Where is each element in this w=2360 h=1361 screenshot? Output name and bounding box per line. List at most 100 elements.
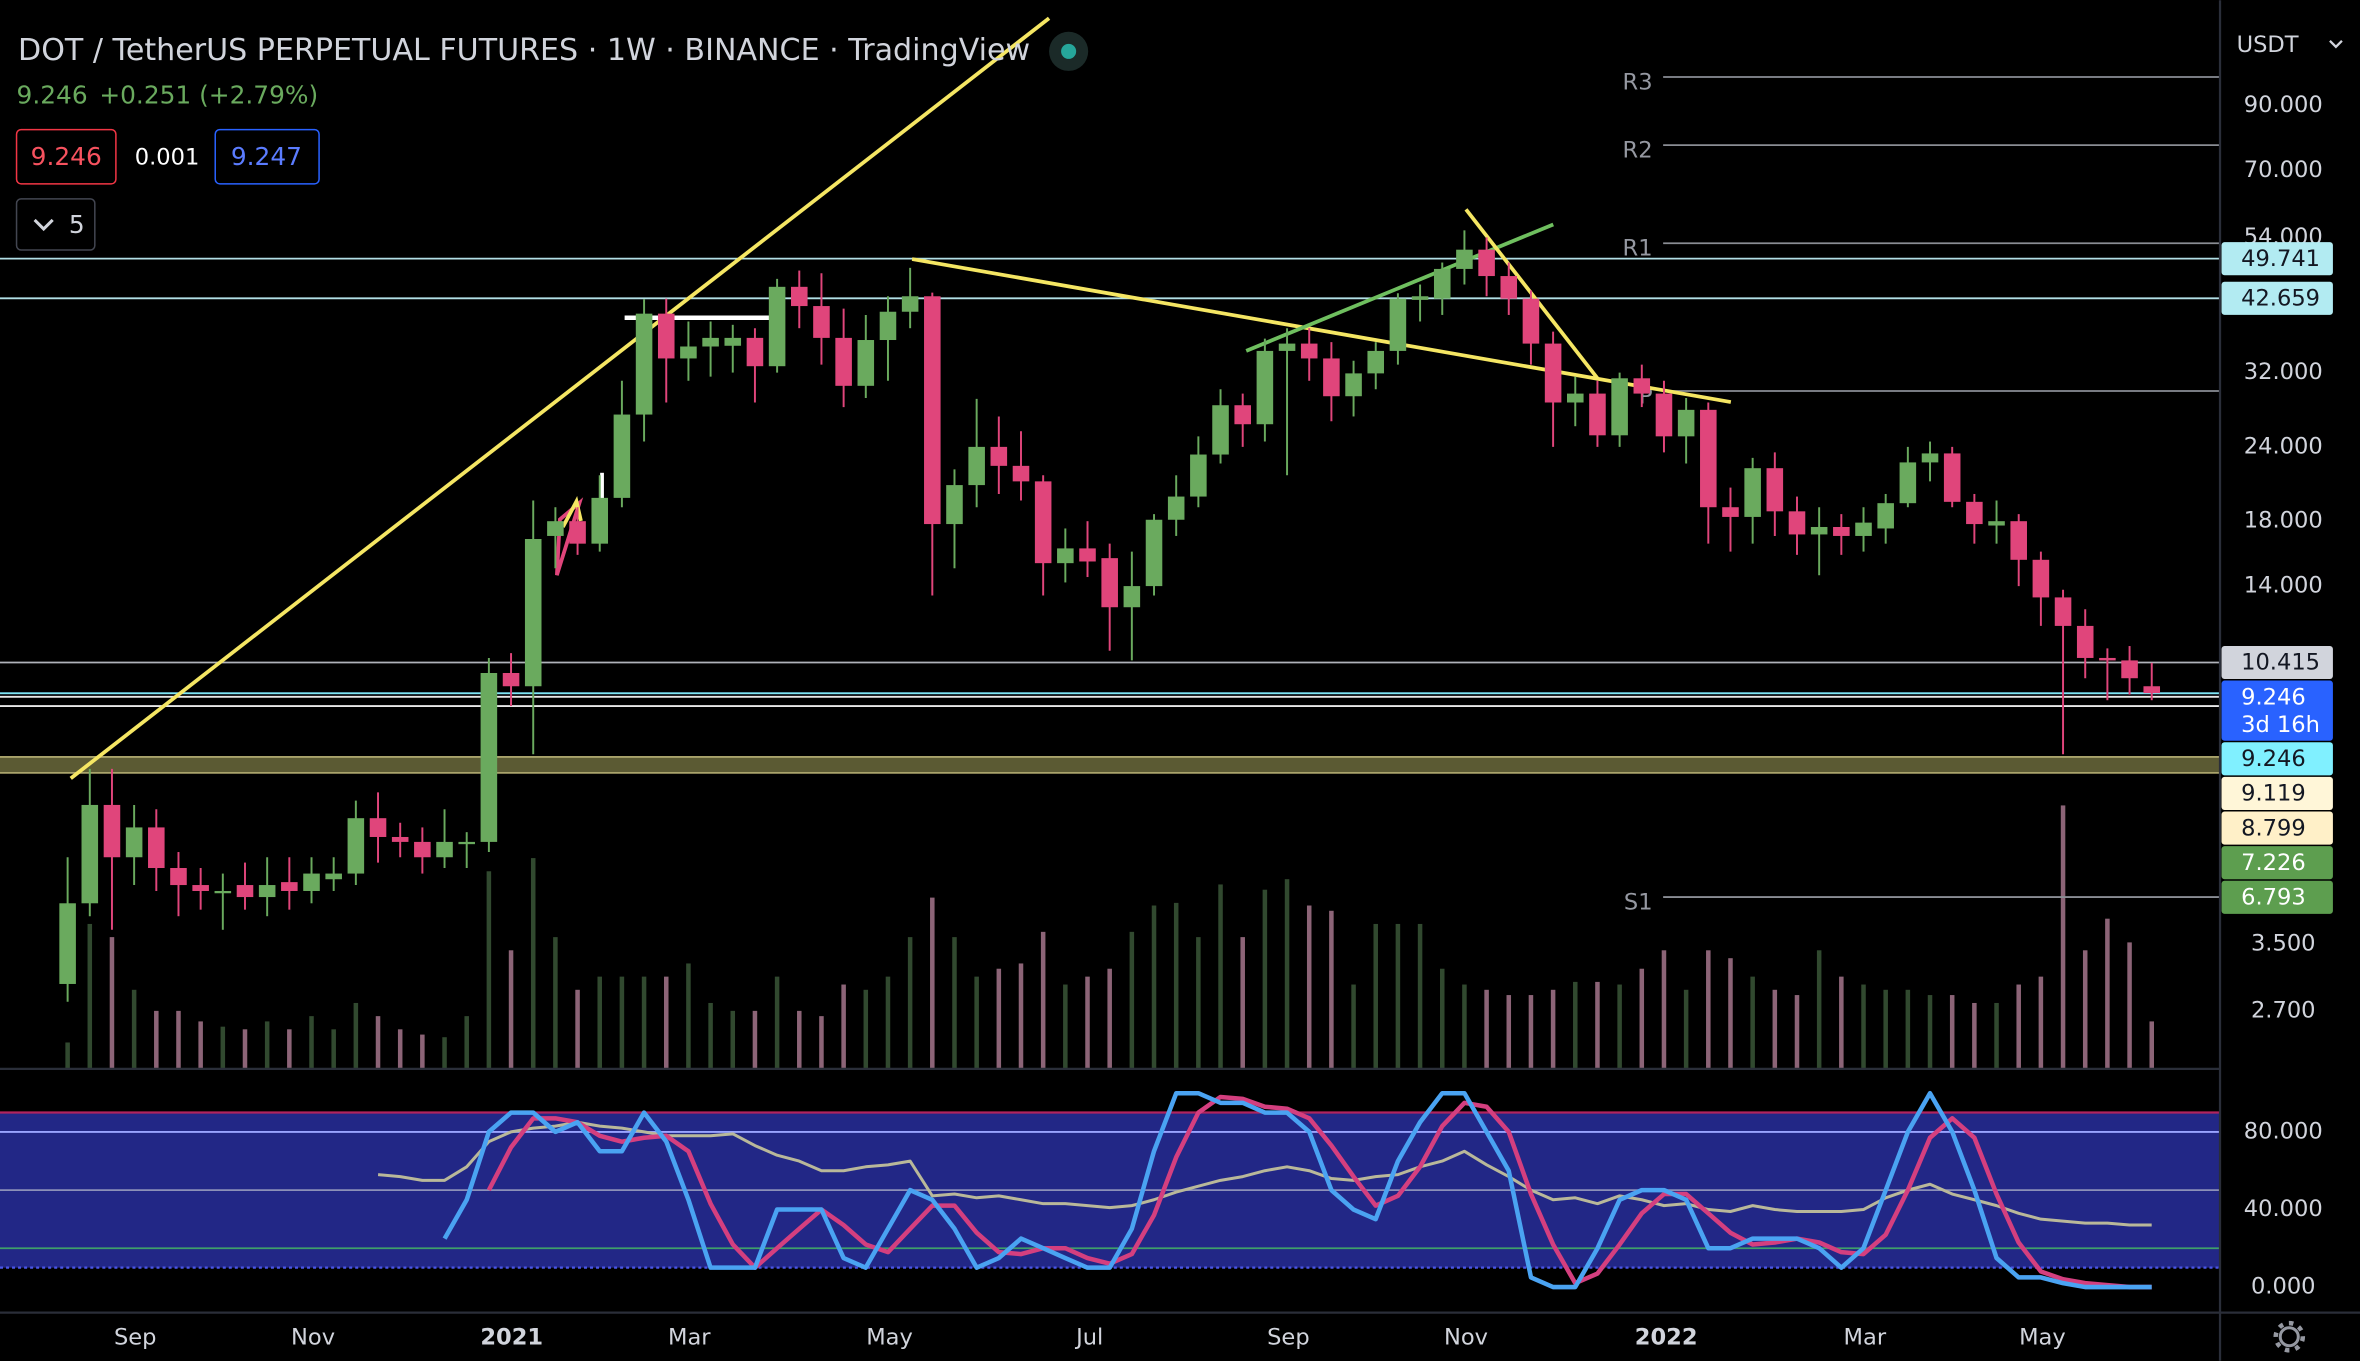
- volume-bar: [486, 871, 492, 1069]
- candle-body: [281, 882, 298, 891]
- x-tick-label: Jul: [1074, 1325, 1103, 1351]
- bid-price[interactable]: 9.246: [31, 142, 102, 171]
- volume-bar: [1351, 984, 1356, 1069]
- volume-bar: [1417, 923, 1423, 1069]
- drawings: [69, 16, 1732, 780]
- volume-bar: [1794, 995, 1800, 1069]
- volume-bar: [1262, 889, 1268, 1069]
- buy-button[interactable]: [214, 128, 320, 185]
- y-tick-label: 2.700: [2251, 998, 2316, 1024]
- volume-bar: [1972, 1002, 1977, 1069]
- volume-bar: [1949, 995, 1955, 1069]
- candle-body: [1810, 526, 1828, 535]
- x-tick-label: Mar: [668, 1325, 711, 1351]
- volume-bar: [1284, 879, 1290, 1069]
- volume-bar: [1639, 968, 1645, 1069]
- support-zone: [0, 756, 2221, 773]
- y-tick-label: 0.000: [2251, 1274, 2316, 1300]
- candle-body: [1943, 453, 1961, 502]
- y-tick-label: 70.000: [2244, 157, 2323, 183]
- candle-body: [1633, 378, 1651, 394]
- candle-body: [148, 827, 165, 869]
- volume-bar: [397, 1029, 403, 1069]
- volume-bar: [1218, 884, 1223, 1069]
- price-label: 8.799: [2241, 815, 2306, 841]
- candle-body: [2121, 660, 2138, 679]
- candle-body: [369, 818, 387, 837]
- candle-body: [1744, 468, 1761, 517]
- candle-body: [1722, 507, 1739, 517]
- candle-body: [1522, 298, 1540, 344]
- currency[interactable]: USDT: [2237, 32, 2299, 58]
- volume-bar: [1129, 931, 1135, 1069]
- volume-bar: [1839, 976, 1844, 1069]
- candle-body: [1833, 526, 1850, 536]
- volume-bar: [1772, 989, 1778, 1069]
- candle-body: [303, 873, 320, 891]
- settings-icon[interactable]: [2273, 1320, 2306, 1353]
- candle-body: [1367, 350, 1385, 374]
- volume-bar: [819, 1016, 824, 1069]
- volume-bar: [1573, 981, 1578, 1069]
- candle-body: [635, 313, 653, 415]
- candle-body: [1323, 358, 1340, 397]
- price-label: 9.246: [2241, 684, 2306, 710]
- volume-bar: [730, 1010, 736, 1069]
- ask-price[interactable]: 9.247: [231, 142, 302, 171]
- price-label-box: [2221, 680, 2333, 741]
- candle-body: [724, 337, 742, 346]
- volume-bar: [464, 1016, 469, 1069]
- candle-body: [2099, 657, 2116, 661]
- volume-bar: [2038, 976, 2044, 1069]
- volume-bar: [65, 1042, 70, 1069]
- volume-bar: [1240, 937, 1245, 1069]
- indicator-count[interactable]: 5: [69, 210, 85, 239]
- volume-bar: [952, 937, 957, 1069]
- candle-body: [768, 286, 786, 367]
- candle-body: [1544, 343, 1562, 403]
- volume-bar: [420, 1034, 425, 1069]
- sell-button[interactable]: [15, 128, 117, 185]
- candle-body: [436, 841, 453, 858]
- indicator-toggle[interactable]: [15, 198, 96, 251]
- candle-body: [125, 827, 143, 858]
- candle-body: [813, 306, 830, 338]
- volume-bar: [2149, 1021, 2154, 1069]
- volume-bar: [2127, 942, 2132, 1069]
- candle-body: [569, 521, 586, 544]
- candle-body: [1877, 503, 1894, 529]
- candle-body: [547, 521, 564, 536]
- candle-body: [1389, 298, 1407, 351]
- candle-body: [1677, 409, 1695, 437]
- volume-bar: [1550, 989, 1556, 1069]
- candle-body: [1034, 481, 1052, 564]
- price-label: 10.415: [2241, 650, 2320, 676]
- volume-bar: [1927, 995, 1933, 1069]
- candle-body: [1145, 519, 1163, 587]
- price-label: 42.659: [2241, 286, 2320, 312]
- indicator-line: [486, 1094, 2152, 1290]
- price-label-box: [2221, 645, 2333, 680]
- status-dot: [1061, 43, 1077, 59]
- candle-body: [391, 836, 409, 842]
- y-tick-label: 80.000: [2244, 1118, 2323, 1144]
- volume-bar: [1728, 958, 1733, 1069]
- candle-body: [1921, 453, 1939, 463]
- volume-bar: [1151, 905, 1157, 1069]
- candle-body: [1101, 558, 1118, 608]
- candle-body: [1123, 586, 1141, 608]
- volume-bar: [1861, 984, 1866, 1069]
- volume-bar: [575, 989, 580, 1069]
- volume-bar: [198, 1021, 203, 1069]
- chevron[interactable]: [33, 218, 54, 232]
- gear[interactable]: [2273, 1320, 2306, 1353]
- gear[interactable]: [2278, 1326, 2300, 1348]
- candle-body: [1966, 501, 1983, 525]
- chevron[interactable]: [2329, 40, 2343, 49]
- candle-body: [924, 296, 941, 525]
- candle-body: [702, 337, 719, 347]
- candle-body: [968, 446, 985, 486]
- candle-body: [901, 296, 919, 312]
